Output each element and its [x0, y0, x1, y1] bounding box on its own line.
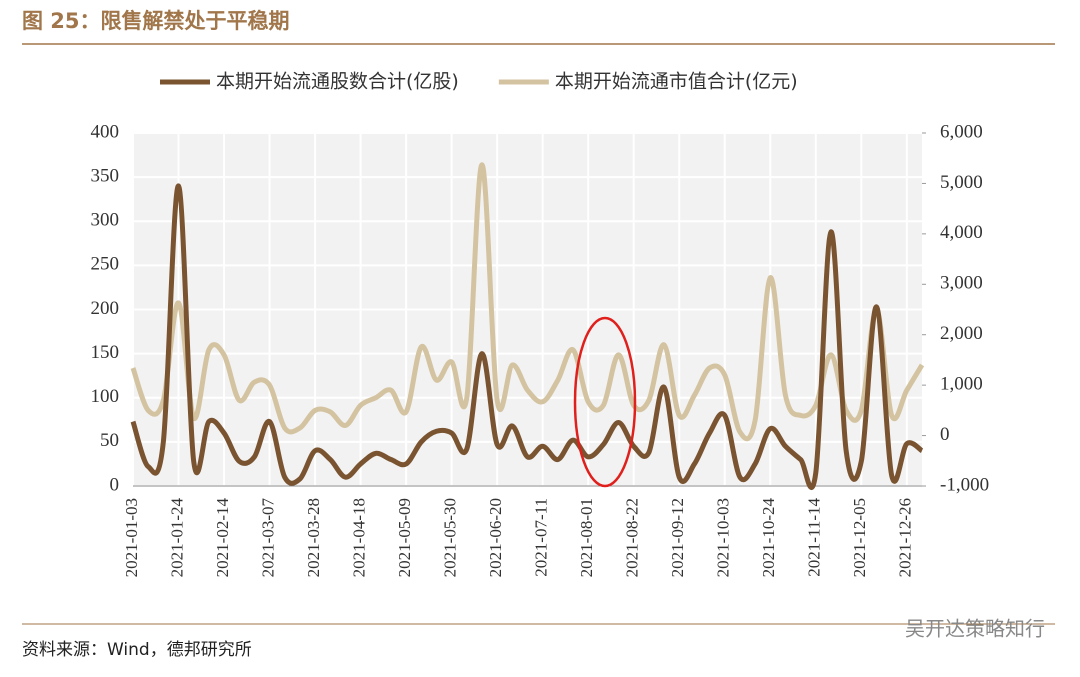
- x-tick-label: 2021-12-26: [896, 498, 915, 577]
- y2-tick-label: 3,000: [940, 273, 983, 294]
- y-tick-label: 300: [91, 210, 120, 231]
- y-tick-label: 150: [91, 342, 120, 363]
- x-tick-label: 2021-03-28: [304, 498, 323, 577]
- watermark: 吴开达策略知行: [905, 617, 1045, 641]
- x-tick-label: 2021-07-11: [532, 498, 551, 577]
- x-tick-label: 2021-12-05: [850, 498, 869, 577]
- x-tick-label: 2021-01-24: [167, 498, 186, 578]
- x-tick-label: 2021-01-03: [122, 498, 141, 577]
- x-tick-label: 2021-10-24: [759, 498, 778, 578]
- series-line: [130, 162, 925, 442]
- y-tick-label: 250: [91, 254, 120, 275]
- y2-tick-label: 4,000: [940, 222, 983, 243]
- x-tick-label: 2021-02-14: [213, 498, 232, 578]
- y2-tick-label: 0: [940, 424, 950, 445]
- y-tick-label: 50: [100, 430, 119, 451]
- plot-area: 0 50 100 150 200 250 300 350 400 -1,000 0 1,000 2,00…: [91, 121, 990, 577]
- y-tick-label: 100: [91, 386, 120, 407]
- y2-tick-label: -1,000: [940, 474, 989, 495]
- x-tick-label: 2021-08-22: [623, 498, 642, 577]
- y2-tick-label: 6,000: [940, 121, 983, 142]
- x-tick-label: 2021-05-09: [395, 498, 414, 577]
- y2-tick-label: 5,000: [940, 172, 983, 193]
- y-tick-label: 350: [91, 165, 120, 186]
- series-line: [130, 183, 924, 490]
- legend-label: 本期开始流通股数合计(亿股): [216, 71, 459, 93]
- highlight-ellipse: [573, 316, 637, 488]
- x-tick-label: 2021-03-07: [258, 498, 277, 578]
- x-tick-label: 2021-04-18: [350, 498, 369, 577]
- y-tick-label: 200: [91, 298, 120, 319]
- x-tick-label: 2021-09-12: [668, 498, 687, 577]
- y-tick-label: 400: [91, 121, 120, 142]
- source: 资料来源：Wind，德邦研究所: [22, 640, 252, 660]
- x-tick-label: 2021-11-14: [805, 498, 824, 577]
- legend-label: 本期开始流通市值合计(亿元): [555, 71, 798, 93]
- x-tick-label: 2021-06-20: [486, 498, 505, 577]
- header-title: 图 25：限售解禁处于平稳期: [22, 9, 290, 33]
- x-tick-label: 2021-05-30: [441, 498, 460, 577]
- y-tick-label: 0: [110, 474, 120, 495]
- y2-tick-label: 2,000: [940, 323, 983, 344]
- x-tick-label: 2021-10-03: [714, 498, 733, 577]
- y2-tick-label: 1,000: [940, 374, 983, 395]
- x-tick-label: 2021-08-01: [577, 498, 596, 577]
